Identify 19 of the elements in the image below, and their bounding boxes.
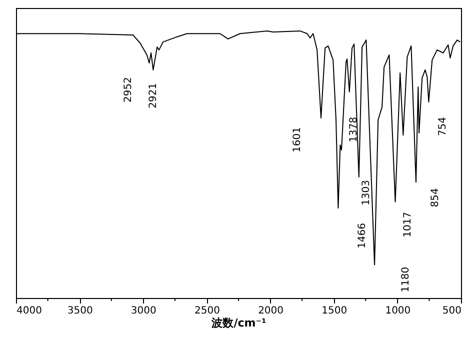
annotation: 1378 [348, 116, 360, 142]
annotation: 754 [438, 116, 449, 136]
annotation: 1180 [400, 266, 412, 292]
x-tick-label: 3500 [67, 306, 93, 316]
x-axis-title: 波数/cm⁻¹ [210, 316, 266, 330]
x-tick-label: 1000 [385, 306, 411, 316]
x-tick-label: 4000 [16, 306, 42, 316]
x-tick-label: 2500 [194, 306, 220, 316]
annotation: 854 [430, 188, 441, 208]
annotation: 1017 [402, 212, 414, 238]
x-tick-label: 1500 [322, 306, 348, 316]
annotation: 2921 [148, 82, 160, 108]
x-tick-label: 3000 [130, 306, 156, 316]
annotation: 1303 [360, 180, 372, 206]
x-tick-label: 500 [442, 306, 462, 316]
annotation: 1601 [292, 127, 304, 152]
x-tick-label: 2000 [258, 306, 284, 316]
annotation: 1466 [357, 223, 368, 248]
annotation: 2952 [123, 77, 134, 102]
